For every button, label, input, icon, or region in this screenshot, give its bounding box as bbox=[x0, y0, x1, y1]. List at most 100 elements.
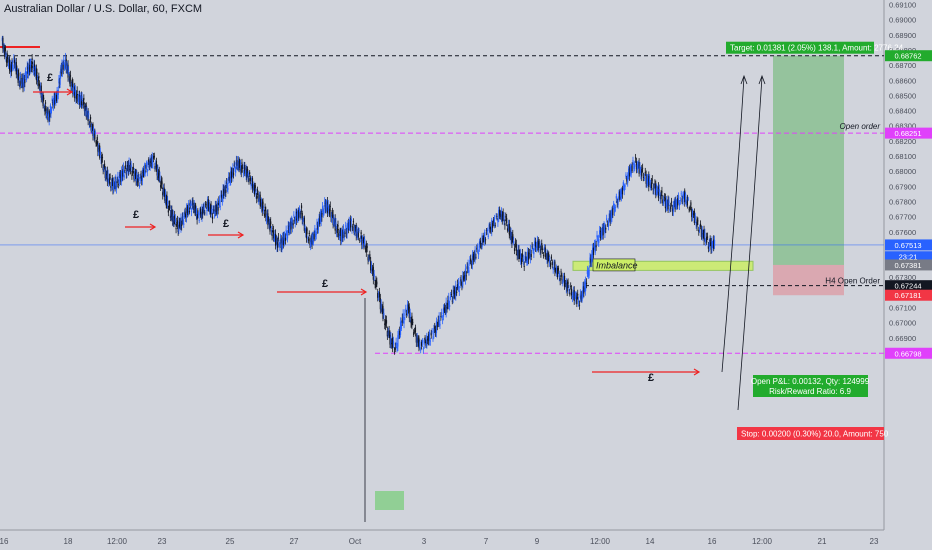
candle-body bbox=[225, 182, 228, 184]
candle-body bbox=[240, 168, 242, 173]
candle-body bbox=[60, 68, 62, 77]
candle-body bbox=[179, 222, 181, 227]
stop-zone bbox=[773, 264, 844, 296]
candle-body bbox=[276, 240, 278, 248]
candle-body bbox=[449, 305, 451, 307]
candle-body bbox=[279, 246, 281, 248]
candle-body bbox=[522, 259, 524, 262]
candle-body bbox=[103, 168, 105, 169]
candle-body bbox=[350, 218, 352, 228]
candle-body bbox=[21, 83, 23, 87]
candle-body bbox=[696, 219, 698, 227]
candle-body bbox=[39, 89, 41, 91]
candle-body bbox=[37, 78, 39, 82]
candle-body bbox=[310, 236, 312, 243]
candle-body bbox=[597, 239, 599, 242]
candle-body bbox=[332, 214, 334, 226]
candle-body bbox=[433, 328, 435, 336]
candle-body bbox=[612, 208, 614, 216]
candle-body bbox=[130, 164, 132, 168]
candle-body bbox=[108, 177, 111, 184]
candle-body bbox=[197, 213, 200, 215]
candle-body bbox=[547, 253, 549, 263]
candle-body bbox=[335, 222, 337, 225]
candle-body bbox=[647, 178, 649, 182]
candle-body bbox=[237, 159, 240, 169]
candle-body bbox=[168, 205, 170, 208]
candle-body bbox=[297, 211, 299, 219]
candle-body bbox=[71, 81, 73, 83]
candle-body bbox=[496, 216, 498, 217]
candle-body bbox=[345, 225, 347, 227]
candle-body bbox=[314, 228, 316, 231]
candle-body bbox=[375, 279, 377, 288]
candle-body bbox=[310, 242, 312, 247]
candle-body bbox=[369, 254, 371, 259]
candle-body bbox=[708, 242, 710, 248]
candle-body bbox=[303, 217, 305, 231]
candle-body bbox=[136, 181, 139, 183]
candle-body bbox=[154, 165, 156, 170]
candle-body bbox=[11, 61, 13, 63]
candle-body bbox=[513, 241, 515, 244]
candle-body bbox=[296, 213, 298, 219]
candle-body bbox=[562, 282, 564, 284]
candle-body bbox=[126, 165, 128, 174]
candle-body bbox=[707, 246, 710, 249]
candle-body bbox=[616, 200, 618, 204]
candle-body bbox=[654, 183, 656, 185]
candle-body bbox=[61, 63, 63, 69]
candle-body bbox=[333, 219, 335, 225]
candle-body bbox=[465, 275, 467, 277]
candle-body bbox=[148, 163, 151, 168]
candle-body bbox=[485, 239, 487, 241]
candle-body bbox=[365, 243, 367, 253]
candle-body bbox=[167, 200, 169, 205]
candle-body bbox=[685, 194, 687, 200]
candle-body bbox=[361, 237, 364, 245]
candle-body bbox=[422, 348, 424, 350]
candle-body bbox=[105, 170, 107, 178]
candle-body bbox=[550, 256, 553, 259]
candle-body bbox=[265, 210, 267, 218]
candle-body bbox=[164, 193, 167, 202]
candle-body bbox=[95, 142, 97, 144]
candle-body bbox=[53, 95, 55, 101]
candle-body bbox=[200, 213, 202, 216]
candle-body bbox=[69, 76, 71, 84]
candle-body bbox=[67, 64, 69, 78]
candle-body bbox=[507, 223, 510, 229]
candle-body bbox=[186, 208, 188, 213]
red-arrow-head bbox=[149, 223, 157, 231]
candle-body bbox=[405, 308, 407, 310]
candle-body bbox=[635, 157, 637, 159]
candle-body bbox=[153, 155, 155, 159]
candle-body bbox=[268, 220, 270, 222]
candle-body bbox=[134, 171, 136, 180]
candle-body bbox=[669, 208, 671, 211]
candle-body bbox=[125, 172, 127, 175]
candle-body bbox=[430, 332, 432, 336]
candle-body bbox=[35, 68, 37, 81]
price-label-text: 0.67513 bbox=[894, 241, 921, 250]
candle-body bbox=[272, 230, 275, 239]
candle-body bbox=[143, 164, 146, 175]
candle-body bbox=[189, 202, 191, 206]
candle-body bbox=[584, 283, 586, 288]
candle-body bbox=[508, 223, 510, 235]
x-tick-label: 12:00 bbox=[590, 537, 611, 546]
candle-body bbox=[167, 210, 169, 213]
candle-body bbox=[357, 233, 359, 237]
candle-body bbox=[648, 175, 650, 188]
candle-body bbox=[13, 60, 16, 65]
candle-body bbox=[437, 319, 439, 325]
candle-body bbox=[284, 235, 286, 244]
candle-body bbox=[364, 248, 367, 250]
candle-body bbox=[600, 231, 603, 238]
pound-label: £ bbox=[133, 209, 139, 221]
candle-body bbox=[308, 232, 310, 235]
candle-body bbox=[272, 228, 274, 230]
candle-body bbox=[261, 202, 263, 212]
candle-body bbox=[14, 66, 16, 68]
